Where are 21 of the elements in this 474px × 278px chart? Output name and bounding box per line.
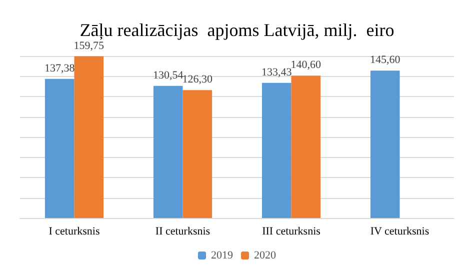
- x-tick-label: III ceturksnis: [262, 226, 320, 238]
- data-label: 130,54: [152, 69, 184, 82]
- legend-label: 2019: [211, 250, 234, 262]
- data-label: 137,38: [44, 62, 76, 74]
- bar: [74, 56, 104, 218]
- x-tick-label: IV ceturksnis: [370, 226, 430, 238]
- chart-title: Zāļu realizācijas apjoms Latvijā, milj. eiro: [80, 20, 394, 40]
- bar: [291, 76, 321, 218]
- data-label: 126,30: [182, 74, 214, 86]
- data-label: 145,60: [370, 54, 401, 66]
- x-tick-label: I ceturksnis: [48, 226, 100, 238]
- data-label: 140,60: [290, 59, 322, 72]
- bar: [182, 90, 212, 218]
- data-label: 159,75: [74, 40, 105, 52]
- bar: [44, 78, 74, 218]
- bar: [262, 82, 292, 218]
- data-label: 133,43: [261, 66, 292, 78]
- bar: [370, 70, 400, 218]
- bar: [153, 86, 183, 218]
- legend-label: 2020: [254, 250, 276, 262]
- x-tick-label: II ceturksnis: [155, 226, 210, 238]
